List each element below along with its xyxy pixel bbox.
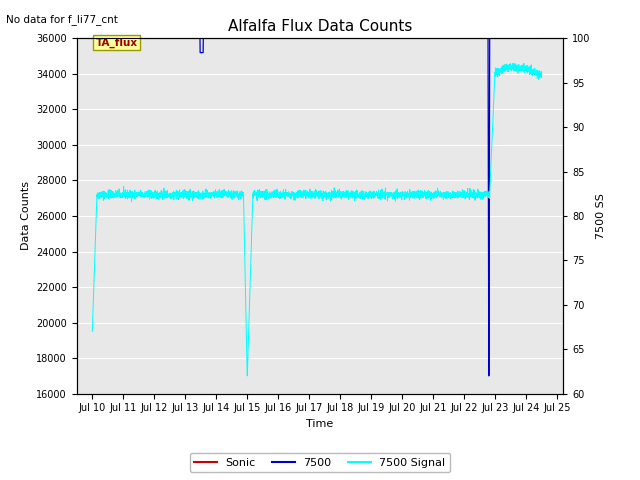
X-axis label: Time: Time (307, 419, 333, 429)
Title: Alfalfa Flux Data Counts: Alfalfa Flux Data Counts (228, 20, 412, 35)
Y-axis label: Data Counts: Data Counts (20, 181, 31, 251)
Text: TA_flux: TA_flux (95, 37, 138, 48)
Y-axis label: 7500 SS: 7500 SS (596, 193, 606, 239)
Legend: Sonic, 7500, 7500 Signal: Sonic, 7500, 7500 Signal (190, 453, 450, 472)
Text: No data for f_li77_cnt: No data for f_li77_cnt (6, 14, 118, 25)
